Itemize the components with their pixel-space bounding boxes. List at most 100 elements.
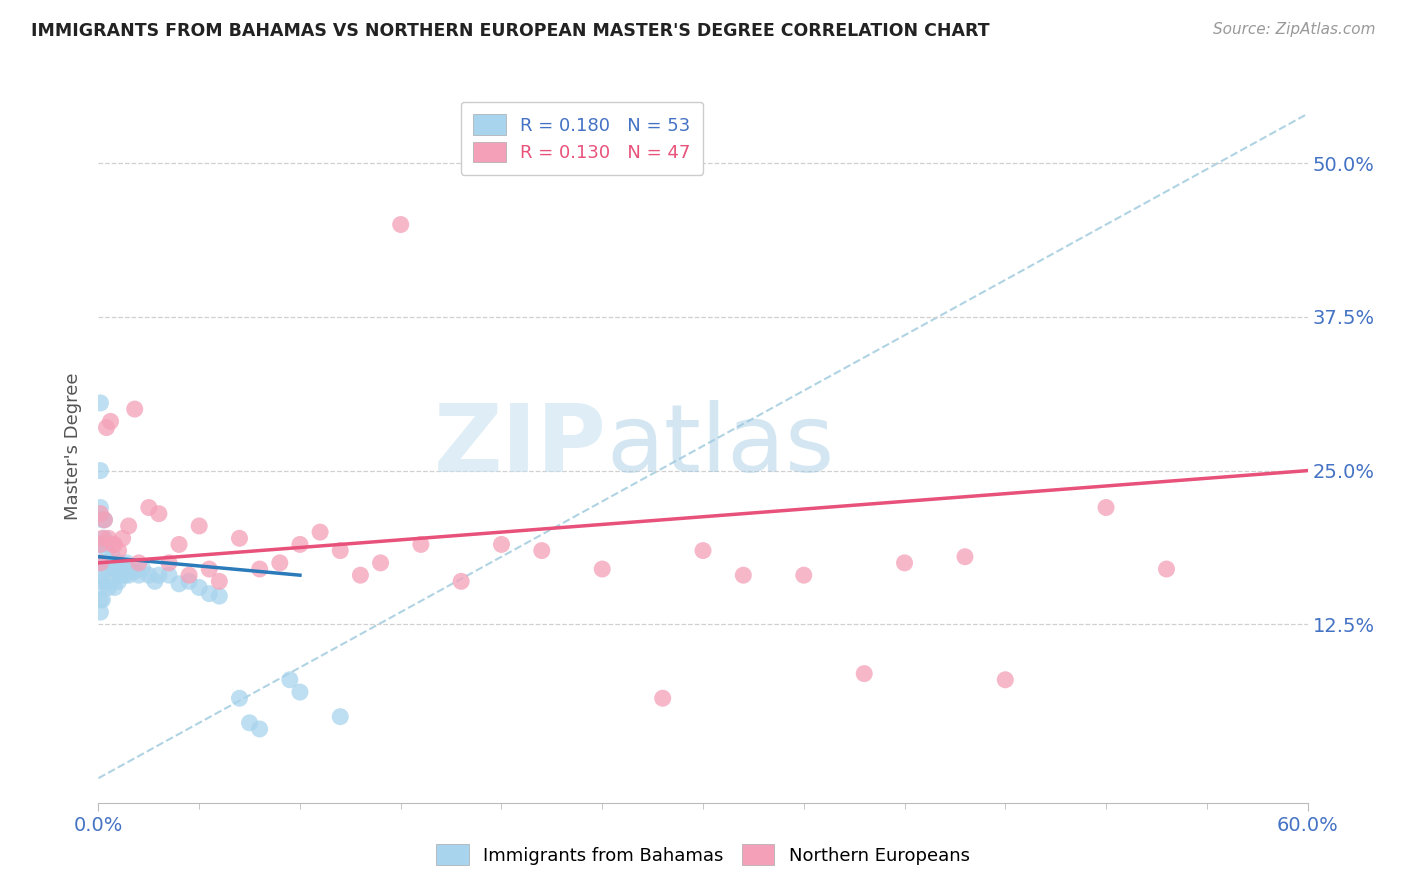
Point <box>143 574 166 589</box>
Point <box>103 581 125 595</box>
Point <box>91 574 114 589</box>
Point <box>97 556 120 570</box>
Point <box>89 464 111 478</box>
Point <box>530 543 553 558</box>
Point <box>329 543 352 558</box>
Point <box>188 519 211 533</box>
Point <box>103 537 125 551</box>
Point <box>103 562 125 576</box>
Text: atlas: atlas <box>606 400 835 492</box>
Point <box>269 556 291 570</box>
Point <box>198 587 221 601</box>
Point <box>893 556 915 570</box>
Point <box>89 396 111 410</box>
Point <box>118 519 141 533</box>
Point <box>110 568 132 582</box>
Point <box>228 691 250 706</box>
Point <box>309 525 332 540</box>
Point <box>100 574 122 589</box>
Point <box>107 574 129 589</box>
Point <box>167 537 190 551</box>
Text: IMMIGRANTS FROM BAHAMAS VS NORTHERN EUROPEAN MASTER'S DEGREE CORRELATION CHART: IMMIGRANTS FROM BAHAMAS VS NORTHERN EURO… <box>31 22 990 40</box>
Point <box>157 556 180 570</box>
Point <box>101 537 124 551</box>
Point <box>239 715 262 730</box>
Point <box>111 531 134 545</box>
Point <box>118 568 141 582</box>
Text: ZIP: ZIP <box>433 400 606 492</box>
Point <box>249 722 271 736</box>
Point <box>733 568 755 582</box>
Point <box>208 589 231 603</box>
Point <box>91 556 114 570</box>
Point <box>450 574 472 589</box>
Point <box>89 592 111 607</box>
Legend: Immigrants from Bahamas, Northern Europeans: Immigrants from Bahamas, Northern Europe… <box>427 835 979 874</box>
Point <box>89 581 111 595</box>
Point <box>89 605 111 619</box>
Point <box>198 562 221 576</box>
Point <box>148 568 170 582</box>
Point <box>228 531 250 545</box>
Point <box>692 543 714 558</box>
Point <box>124 565 146 579</box>
Point <box>179 568 201 582</box>
Point <box>124 402 146 417</box>
Point <box>96 420 118 434</box>
Y-axis label: Master's Degree: Master's Degree <box>63 372 82 520</box>
Point <box>1156 562 1178 576</box>
Point <box>91 513 114 527</box>
Point <box>278 673 301 687</box>
Point <box>349 568 371 582</box>
Point <box>132 562 155 576</box>
Point <box>89 556 111 570</box>
Point <box>115 556 138 570</box>
Point <box>100 556 122 570</box>
Point <box>89 537 111 551</box>
Point <box>93 556 115 570</box>
Point <box>651 691 673 706</box>
Point <box>167 576 190 591</box>
Point <box>179 574 201 589</box>
Point <box>93 513 115 527</box>
Point <box>389 218 412 232</box>
Text: Source: ZipAtlas.com: Source: ZipAtlas.com <box>1212 22 1375 37</box>
Point <box>114 568 136 582</box>
Point <box>93 513 115 527</box>
Point <box>97 531 120 545</box>
Point <box>409 537 432 551</box>
Point <box>591 562 613 576</box>
Point <box>994 673 1017 687</box>
Point <box>128 568 150 582</box>
Point <box>89 507 111 521</box>
Point <box>208 574 231 589</box>
Point <box>100 414 122 428</box>
Point <box>329 709 352 723</box>
Point <box>138 568 160 582</box>
Point <box>89 537 111 551</box>
Point <box>93 531 115 545</box>
Point <box>793 568 815 582</box>
Legend: R = 0.180   N = 53, R = 0.130   N = 47: R = 0.180 N = 53, R = 0.130 N = 47 <box>461 102 703 175</box>
Point <box>105 562 128 576</box>
Point <box>97 581 120 595</box>
Point <box>288 685 311 699</box>
Point <box>138 500 160 515</box>
Point <box>101 549 124 564</box>
Point <box>89 568 111 582</box>
Point <box>91 592 114 607</box>
Point <box>111 562 134 576</box>
Point <box>953 549 976 564</box>
Point <box>96 543 118 558</box>
Point <box>96 562 118 576</box>
Point <box>89 500 111 515</box>
Point <box>853 666 876 681</box>
Point <box>91 531 114 545</box>
Point <box>370 556 392 570</box>
Point <box>288 537 311 551</box>
Point <box>107 543 129 558</box>
Point <box>1095 500 1118 515</box>
Point <box>89 556 111 570</box>
Point <box>249 562 271 576</box>
Point <box>120 562 142 576</box>
